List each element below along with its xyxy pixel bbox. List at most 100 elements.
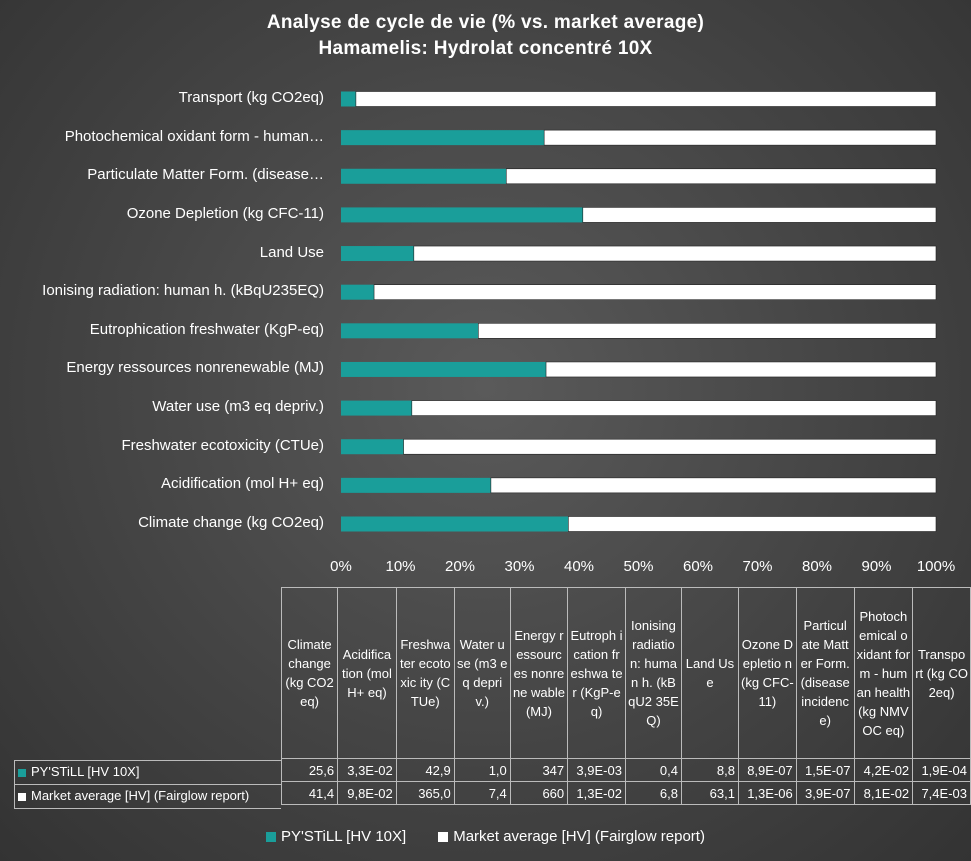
category-label: Particulate Matter Form. (disease… [87,166,324,184]
table-header-cell: Photoch emical oxidant form - human heal… [853,587,914,759]
category-label: Climate change (kg CO2eq) [138,514,324,531]
table-cell: 6,8 [624,781,682,805]
category-label: Land Use [259,243,324,261]
bar-market-0 [568,516,937,532]
chart-title: Analyse de cycle de vie (% vs. market av… [0,10,971,62]
table-frame-top [14,760,281,761]
bar-pystill-11 [341,91,356,107]
table-cell: 365,0 [395,781,455,805]
category-label: Transport (kg CO2eq) [178,89,324,106]
legend-item: Market average [HV] (Fairglow report) [438,828,705,845]
bar-pystill-8 [341,207,583,223]
category-label: Eutrophication freshwater (KgP-eq) [89,320,324,338]
table-cell: 41,4 [280,781,339,805]
bar-pystill-10 [341,130,545,146]
table-cell: 9,8E-02 [337,781,397,805]
bar-pystill-1 [341,477,491,493]
table-header-cell: Eutroph ication freshwa ter (KgP-eq) [567,587,626,759]
category-label: Acidification (mol H+ eq) [161,475,324,493]
x-tick-label: 30% [504,558,535,575]
table-header-cell: Ozone Depletio n (kg CFC-11) [737,587,797,759]
table-header-cell: Freshwa ter ecotoxic ity (CTUe) [395,587,455,759]
category-label: Ionising radiation: human h. (kBqU235EQ) [42,282,324,300]
x-tick-label: 50% [623,558,654,575]
x-tick-label: 0% [330,558,352,575]
bar-market-11 [355,91,937,107]
legend: PY'STiLL [HV 10X] Market average [HV] (Fa… [0,828,971,845]
legend-item: PY'STiLL [HV 10X] [266,828,406,845]
bar-plot [341,91,937,532]
legend-swatch-icon [18,792,26,801]
legend-label: PY'STiLL [HV 10X] [281,828,407,845]
legend-swatch-icon [438,832,449,843]
table-cell: 7,4 [453,781,511,805]
table-cell: 1,3E-06 [737,781,797,805]
bar-pystill-7 [341,246,414,262]
table-cell: 8,9E-07 [737,758,797,782]
table-cell: 42,9 [395,758,455,782]
bar-market-2 [403,438,937,455]
bar-pystill-9 [341,168,507,184]
table-cell: 0,4 [624,758,682,782]
table-frame-middle [14,784,281,785]
bar-market-9 [505,168,937,185]
table-cell: 4,2E-02 [853,758,914,782]
table-cell: 8,8 [680,758,739,782]
x-tick-label: 60% [682,558,714,575]
table-header-cell: Water use (m3 eq depriv.) [453,587,511,759]
data-table-row-series-2: 41,4 9,8E-02 365,0 7,4 660 1,3E-02 6,8 63,1 1,3E… [280,781,971,805]
x-tick-label: 10% [385,558,416,575]
category-label: Freshwater ecotoxicity (CTUe) [121,436,324,454]
table-header-cell: Climate change (kg CO2eq) [280,587,339,759]
data-table-row-series-1: 25,6 3,3E-02 42,9 1,0 347 3,9E-03 0,4 8,8 8,9E-0… [280,758,971,782]
legend-swatch-icon [266,832,277,843]
table-cell: 8,1E-02 [853,781,914,805]
table-header-cell: Particul ate Matter Form. (disease incid… [795,587,855,759]
table-cell: 3,9E-03 [567,758,626,782]
table-cell: 1,9E-04 [912,758,971,782]
bar-pystill-6 [341,284,375,300]
bar-market-3 [411,400,937,416]
chart-title-line-1: Analyse de cycle de vie (% vs. market av… [266,12,705,33]
table-cell: 7,4E-03 [912,781,971,805]
table-header-cell: Transpo rt (kg CO2eq) [912,587,971,759]
table-header-cell: Land Use [680,587,739,759]
chart-title-line-2: Hamamelis: Hydrolat concentré 10X [318,38,653,59]
bar-market-1 [490,477,937,494]
table-cell: 1,5E-07 [795,758,855,782]
x-tick-label: 20% [444,558,476,575]
bar-pystill-2 [341,439,404,455]
table-header-cell: Energy ressourc es nonrene wable (MJ) [509,587,569,759]
bar-pystill-4 [341,361,547,377]
table-cell: 3,3E-02 [337,758,397,782]
x-tick-label: 40% [563,558,595,575]
table-cell: 660 [509,781,569,805]
bar-pystill-3 [341,400,412,416]
data-table-header-row: Climate change (kg CO2eq) Acidifica tion … [280,587,971,759]
data-table: Climate change (kg CO2eq) Acidifica tion … [280,587,971,805]
bar-market-4 [545,361,937,378]
table-cell: 3,9E-07 [795,781,855,805]
table-cell: 347 [509,758,569,782]
category-label: Photochemical oxidant form - human… [64,127,324,145]
legend-swatch-icon [18,768,26,777]
bar-market-8 [582,207,937,223]
table-cell: 63,1 [680,781,739,805]
table-row-label: Market average [HV] (Fairglow report) [18,788,249,803]
table-row-label-text: Market average [HV] (Fairglow report) [31,788,250,803]
bar-market-10 [543,129,937,146]
bar-market-6 [373,284,937,300]
x-tick-label: 90% [861,558,892,575]
x-tick-label: 80% [801,558,833,575]
bar-pystill-0 [341,516,569,532]
bar-market-7 [413,245,937,262]
bar-market-5 [478,323,937,339]
x-tick-label: 100% [916,558,956,575]
table-row-label: PY'STiLL [HV 10X] [18,764,139,779]
table-frame-bottom [14,808,281,809]
x-tick-label: 70% [742,558,773,575]
category-label: Energy ressources nonrenewable (MJ) [66,359,324,377]
table-cell: 1,0 [453,758,511,782]
bar-pystill-5 [341,323,479,339]
table-header-cell: Acidifica tion (mol H+ eq) [337,587,397,759]
